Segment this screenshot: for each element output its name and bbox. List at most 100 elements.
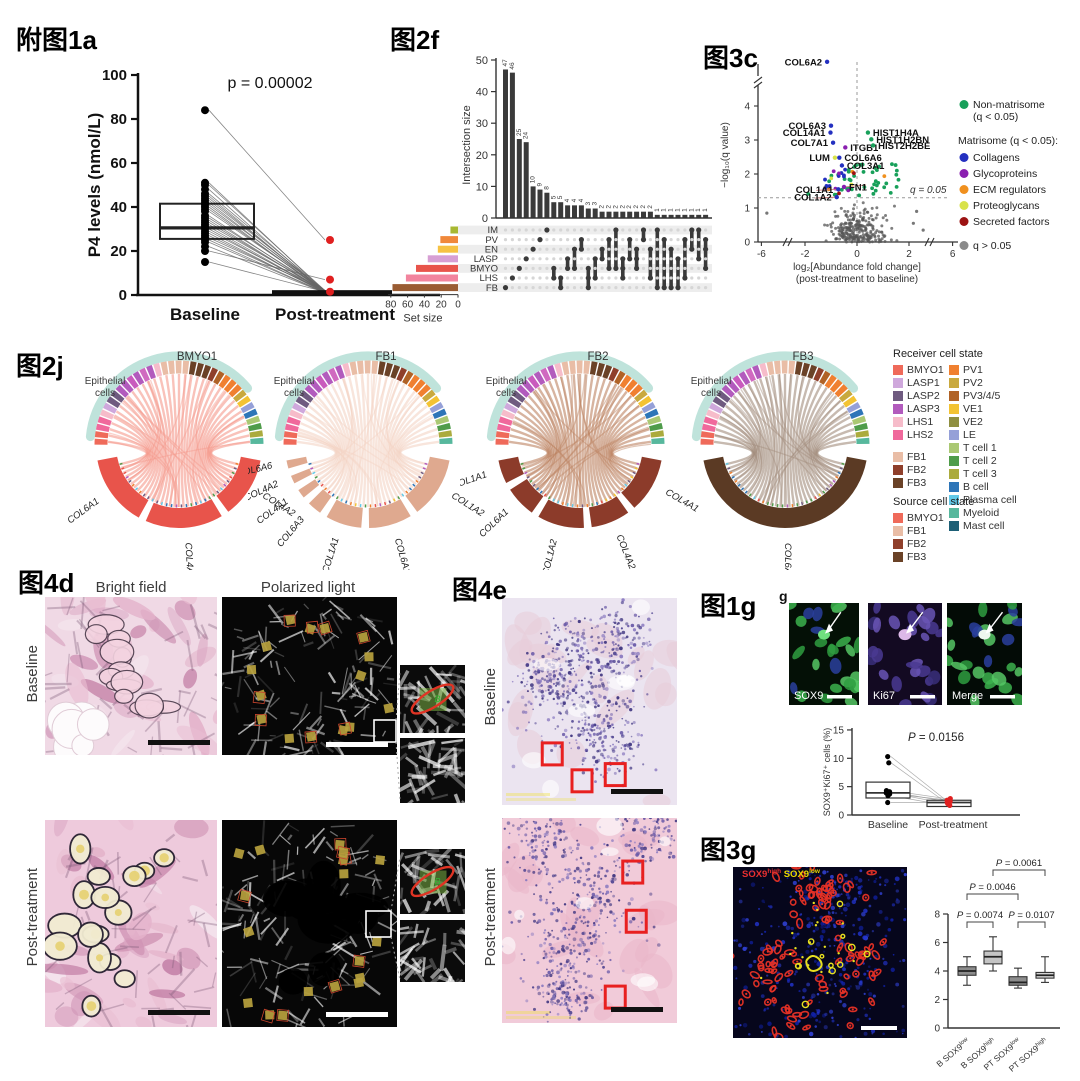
svg-text:Merge: Merge: [952, 690, 983, 702]
source-legend: Source cell state BMYO1 FB1 FB2 FB3: [893, 496, 1053, 563]
legend-swatch: [893, 403, 903, 414]
svg-text:0: 0: [934, 1024, 940, 1035]
svg-text:HIST1H4A: HIST1H4A: [873, 128, 919, 139]
svg-text:-2: -2: [801, 249, 810, 260]
baseline-row-label-4e: Baseline: [482, 668, 499, 726]
legend-item-bmyo1: BMYO1: [893, 511, 1053, 524]
svg-text:25: 25: [516, 128, 523, 136]
svg-text:COL4A2: COL4A2: [248, 478, 281, 504]
legend-swatch: [893, 377, 903, 388]
source-legend-title: Source cell state: [893, 496, 975, 508]
svg-text:10: 10: [476, 181, 488, 193]
svg-text:COL6A3: COL6A3: [789, 121, 826, 132]
legend-item-lasp1: LASP1: [893, 376, 944, 389]
panel-1g-sub-label: g: [779, 588, 788, 604]
svg-text:80: 80: [385, 300, 397, 311]
svg-text:Matrisome (q < 0.05):: Matrisome (q < 0.05):: [958, 135, 1058, 147]
legend-label: VE2: [963, 415, 983, 428]
legend-item-pv2: PV2: [949, 376, 1017, 389]
svg-text:4: 4: [934, 967, 940, 978]
legend-label: Mast cell: [963, 519, 1005, 532]
svg-text:10: 10: [530, 176, 537, 184]
svg-text:FB2: FB2: [587, 351, 608, 363]
legend-swatch: [949, 507, 959, 518]
svg-text:10: 10: [833, 754, 845, 765]
svg-text:COL1A1: COL1A1: [796, 185, 834, 196]
legend-label: LASP3: [907, 402, 940, 415]
svg-text:1: 1: [661, 208, 668, 212]
svg-text:P = 0.0061: P = 0.0061: [996, 858, 1042, 869]
svg-text:4: 4: [571, 198, 578, 202]
legend-swatch: [893, 512, 903, 523]
svg-text:1: 1: [675, 208, 682, 212]
legend-swatch: [949, 416, 959, 427]
svg-text:3: 3: [585, 202, 592, 206]
svg-text:0: 0: [455, 300, 461, 311]
svg-text:47: 47: [502, 59, 509, 67]
svg-text:50: 50: [476, 55, 488, 67]
svg-text:FB1: FB1: [375, 351, 396, 363]
post-treatment-row-label-4e: Post-treatment: [482, 868, 499, 967]
svg-text:P = 0.0046: P = 0.0046: [969, 882, 1015, 893]
legend-swatch: [949, 494, 959, 505]
volcano-chart: -6 -2 0 2 6 0 1 2 3 4 −log₁₀(q value) log₂[Abundanc…: [720, 57, 1058, 285]
svg-text:20: 20: [476, 150, 488, 162]
svg-text:COL14A1: COL14A1: [783, 128, 826, 139]
svg-text:30: 30: [476, 118, 488, 130]
svg-text:IM: IM: [487, 225, 498, 236]
legend-swatch: [893, 390, 903, 401]
legend-item-fb2: FB2: [893, 537, 1053, 550]
svg-text:log₂[Abundance fold change]: log₂[Abundance fold change]: [793, 262, 921, 273]
svg-text:COL1A1: COL1A1: [460, 469, 488, 491]
svg-text:1: 1: [744, 204, 750, 215]
svg-text:Epithelial: Epithelial: [486, 376, 527, 387]
svg-text:p = 0.00002: p = 0.00002: [228, 75, 313, 92]
svg-text:24: 24: [523, 132, 530, 140]
legend-swatch: [893, 525, 903, 536]
svg-text:SOX9: SOX9: [794, 690, 823, 702]
legend-swatch: [949, 468, 959, 479]
svg-text:ITGB1: ITGB1: [850, 143, 879, 154]
legend-label: LASP1: [907, 376, 940, 389]
svg-text:COL7A1: COL7A1: [791, 138, 829, 149]
panel-1g-label: 图1g: [700, 591, 757, 621]
svg-text:COL6A2: COL6A2: [785, 57, 822, 68]
panel-3g-label: 图3g: [700, 835, 757, 865]
svg-text:2: 2: [606, 205, 613, 209]
legend-item-fb3: FB3: [893, 476, 944, 489]
legend-swatch: [893, 464, 903, 475]
source-legend-items: BMYO1 FB1 FB2 FB3: [893, 511, 1053, 563]
svg-text:2: 2: [633, 205, 640, 209]
svg-text:9: 9: [537, 183, 544, 187]
legend-swatch: [893, 551, 903, 562]
receiver-legend-col1: BMYO1 LASP1 LASP2 LASP3 LHS1 LHS2 FB1 FB2 FB3: [893, 363, 944, 489]
panel-2f-label: 图2f: [390, 25, 440, 55]
legend-item-myeloid: Myeloid: [949, 506, 1017, 519]
svg-text:2: 2: [934, 995, 940, 1006]
svg-text:Set size: Set size: [403, 313, 442, 325]
svg-text:COL1A2: COL1A2: [794, 193, 831, 204]
legend-item-fb1: FB1: [893, 450, 944, 463]
svg-text:SOX9⁺Ki67⁺ cells (%): SOX9⁺Ki67⁺ cells (%): [822, 728, 832, 817]
svg-text:2: 2: [626, 205, 633, 209]
svg-text:2: 2: [647, 205, 654, 209]
panel-4d-label: 图4d: [18, 568, 75, 598]
legend-item-pv3-4-5: PV3/4/5: [949, 389, 1017, 402]
legend-label: BMYO1: [907, 511, 944, 524]
svg-text:0: 0: [119, 287, 127, 304]
svg-text:40: 40: [419, 300, 431, 311]
svg-text:LUM: LUM: [809, 153, 830, 164]
svg-text:Post-treatment: Post-treatment: [275, 305, 395, 324]
legend-label: BMYO1: [907, 363, 944, 376]
svg-text:LASP: LASP: [474, 254, 498, 265]
svg-text:B: B: [434, 694, 440, 704]
svg-text:HIST2H2BE: HIST2H2BE: [878, 141, 930, 152]
svg-text:(q < 0.05): (q < 0.05): [973, 111, 1018, 123]
legend-swatch: [893, 416, 903, 427]
receiver-legend-title: Receiver cell state: [893, 348, 983, 360]
svg-text:46: 46: [509, 62, 516, 70]
p4-levels-chart: 0 20 40 60 80 100 P4 levels (nmol/L) p = 0.0000…: [85, 67, 440, 324]
legend-item-b-cell: B cell: [949, 480, 1017, 493]
